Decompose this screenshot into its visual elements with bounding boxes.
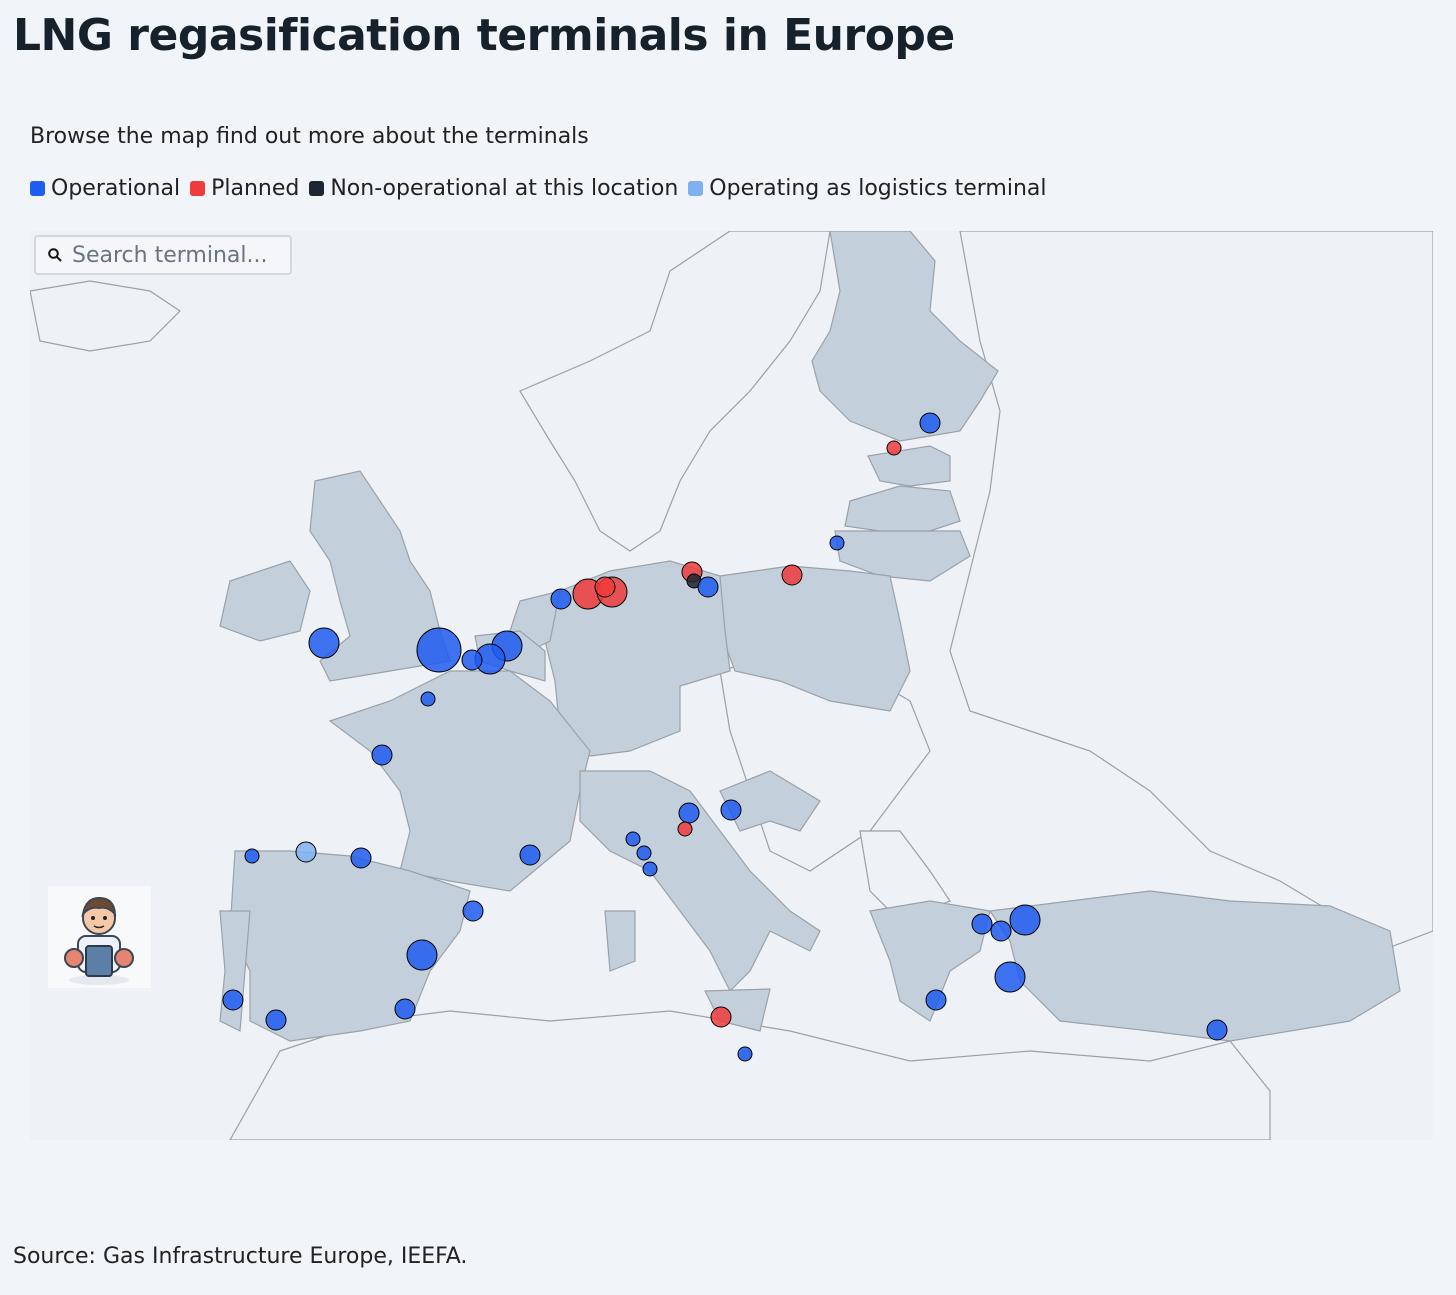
- terminal-marker-operational[interactable]: [1009, 904, 1041, 936]
- search-icon: [48, 248, 62, 262]
- terminal-marker-operational[interactable]: [737, 1046, 753, 1062]
- country-lithuania: [834, 530, 971, 582]
- country-turkey: [988, 890, 1401, 1042]
- legend-label: Non-operational at this location: [330, 176, 679, 201]
- terminal-marker-operational[interactable]: [406, 939, 438, 971]
- terminal-marker-operational[interactable]: [678, 802, 700, 824]
- terminal-marker-operational[interactable]: [1206, 1019, 1228, 1041]
- country-italy: [579, 770, 821, 993]
- legend-item-operational[interactable]: Operational: [30, 176, 180, 201]
- legend-label: Planned: [211, 176, 300, 201]
- legend-swatch-operational: [30, 181, 45, 196]
- terminal-marker-operational[interactable]: [462, 900, 484, 922]
- legend-label: Operating as logistics terminal: [709, 176, 1047, 201]
- country-ireland: [219, 560, 311, 642]
- terminal-marker-operational[interactable]: [990, 920, 1012, 942]
- terminal-marker-operational[interactable]: [371, 744, 393, 766]
- background-land: [30, 231, 1433, 1140]
- country-germany: [544, 560, 731, 757]
- legend-item-planned[interactable]: Planned: [190, 176, 299, 201]
- search-box[interactable]: [34, 235, 292, 275]
- terminal-marker-operational[interactable]: [829, 535, 845, 551]
- terminal-marker-operational[interactable]: [308, 627, 340, 659]
- terminal-marker-planned[interactable]: [594, 576, 616, 598]
- terminal-marker-operational[interactable]: [720, 799, 742, 821]
- source-note: Source: Gas Infrastructure Europe, IEEFA…: [13, 1244, 468, 1269]
- terminal-markers[interactable]: [222, 412, 1228, 1062]
- highlighted-countries: [219, 231, 1401, 1059]
- country-estonia: [867, 445, 951, 487]
- country-greece: [869, 900, 991, 1022]
- terminal-marker-operational[interactable]: [394, 998, 416, 1020]
- legend-label: Operational: [51, 176, 181, 201]
- legend: Operational Planned Non-operational at t…: [30, 176, 1057, 201]
- country-france: [328, 670, 591, 892]
- legend-item-non-operational[interactable]: Non-operational at this location: [309, 176, 678, 201]
- legend-swatch-planned: [190, 181, 206, 196]
- country-croatia: [719, 770, 821, 832]
- country-finland: [811, 231, 999, 442]
- legend-swatch-non-operational: [309, 181, 325, 196]
- terminal-marker-operational[interactable]: [461, 649, 483, 671]
- page-title: LNG regasification terminals in Europe: [13, 10, 955, 61]
- country-poland: [719, 565, 911, 712]
- terminal-marker-logistics[interactable]: [295, 841, 317, 863]
- terminal-marker-planned[interactable]: [677, 821, 693, 837]
- legend-item-logistics[interactable]: Operating as logistics terminal: [688, 176, 1047, 201]
- country-latvia: [844, 485, 961, 532]
- country-sardinia: [604, 910, 636, 972]
- terminal-marker-operational[interactable]: [994, 961, 1026, 993]
- mascot-illustration: [48, 886, 151, 988]
- terminal-marker-operational[interactable]: [642, 861, 658, 877]
- terminal-marker-operational[interactable]: [519, 844, 541, 866]
- terminal-marker-operational[interactable]: [222, 989, 244, 1011]
- country-portugal: [219, 910, 251, 1032]
- terminal-marker-planned[interactable]: [886, 440, 902, 456]
- terminal-marker-operational[interactable]: [416, 627, 462, 673]
- search-input[interactable]: [72, 242, 272, 268]
- terminal-marker-operational[interactable]: [697, 576, 719, 598]
- terminal-marker-operational[interactable]: [925, 989, 947, 1011]
- legend-swatch-logistics: [688, 181, 704, 196]
- terminal-marker-planned[interactable]: [710, 1006, 732, 1028]
- country-uk: [309, 470, 451, 682]
- map-canvas[interactable]: [30, 231, 1433, 1140]
- terminal-marker-operational[interactable]: [971, 913, 993, 935]
- terminal-marker-operational[interactable]: [919, 412, 941, 434]
- terminal-marker-operational[interactable]: [636, 845, 652, 861]
- map[interactable]: [30, 231, 1433, 1140]
- terminal-marker-operational[interactable]: [420, 691, 436, 707]
- terminal-marker-operational[interactable]: [625, 831, 641, 847]
- terminal-marker-operational[interactable]: [350, 847, 372, 869]
- terminal-marker-operational[interactable]: [265, 1009, 287, 1031]
- terminal-marker-planned[interactable]: [781, 564, 803, 586]
- terminal-marker-operational[interactable]: [550, 588, 572, 610]
- subtitle: Browse the map find out more about the t…: [30, 124, 589, 149]
- terminal-marker-operational[interactable]: [244, 848, 260, 864]
